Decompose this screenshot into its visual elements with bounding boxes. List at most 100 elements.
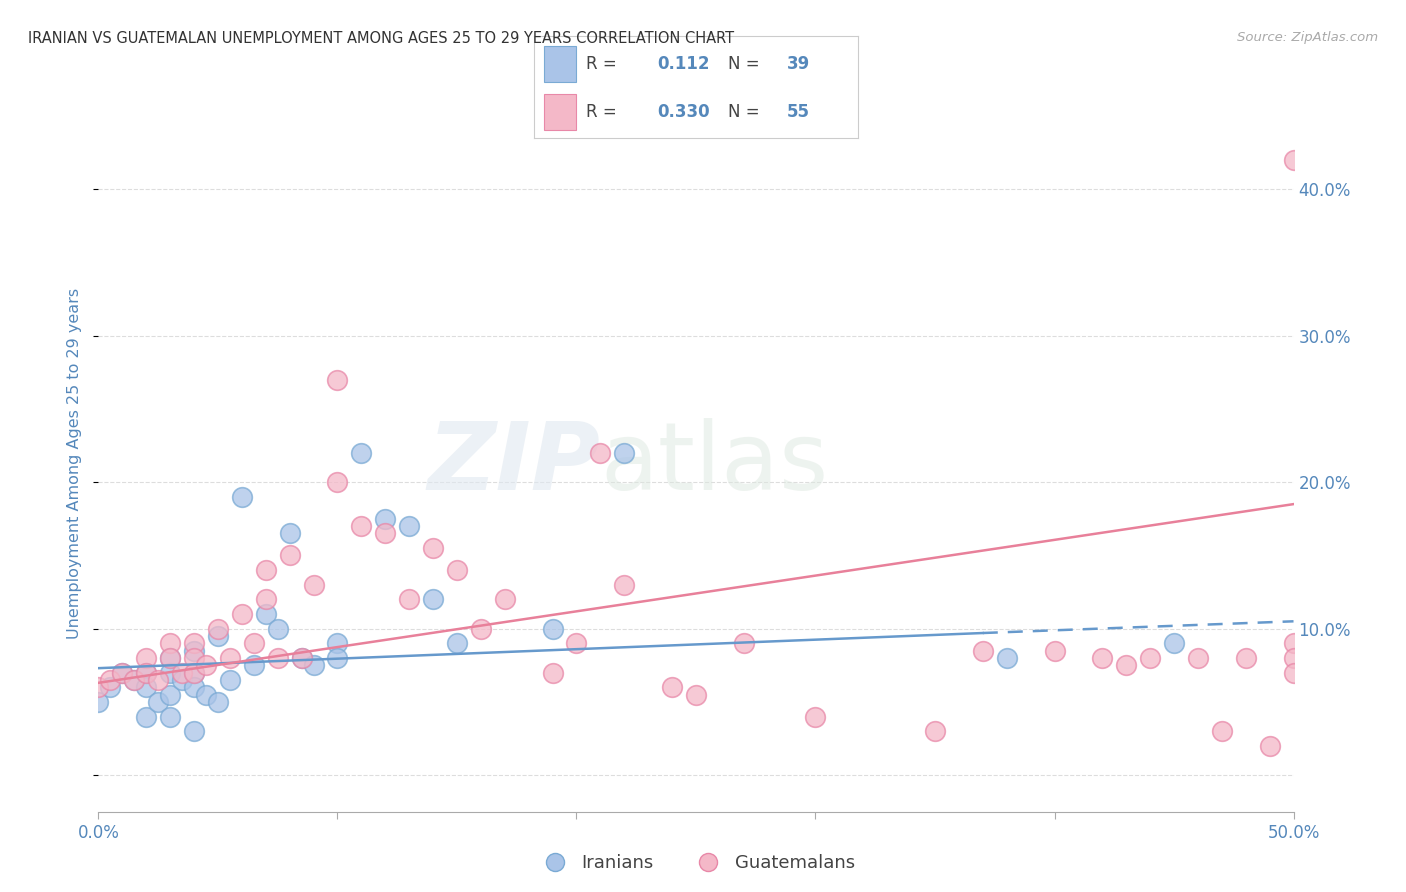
Point <box>194 688 218 702</box>
Point <box>87 680 110 694</box>
Point <box>613 577 636 591</box>
Point <box>422 541 444 555</box>
Text: N =: N = <box>728 55 765 73</box>
Point <box>1211 724 1233 739</box>
Point <box>207 629 229 643</box>
Text: N =: N = <box>728 103 765 121</box>
Y-axis label: Unemployment Among Ages 25 to 29 years: Unemployment Among Ages 25 to 29 years <box>67 288 83 640</box>
Text: Source: ZipAtlas.com: Source: ZipAtlas.com <box>1237 31 1378 45</box>
Point <box>278 526 301 541</box>
Point <box>243 658 266 673</box>
Point <box>135 709 157 723</box>
Point <box>159 636 181 650</box>
Point <box>326 651 349 665</box>
Point <box>398 592 420 607</box>
Point <box>135 680 157 694</box>
Point <box>1115 658 1137 673</box>
Point <box>278 549 301 563</box>
Point <box>159 651 181 665</box>
Point <box>565 636 588 650</box>
Point <box>1043 643 1066 657</box>
Point <box>326 475 349 490</box>
Point <box>422 592 444 607</box>
Point <box>446 636 468 650</box>
Point <box>207 695 229 709</box>
Text: atlas: atlas <box>600 417 828 510</box>
Point <box>661 680 683 694</box>
Point <box>87 695 110 709</box>
Point <box>219 673 242 687</box>
Point <box>207 622 229 636</box>
Text: ZIP: ZIP <box>427 417 600 510</box>
Point <box>159 688 181 702</box>
Point <box>733 636 755 650</box>
Point <box>243 636 266 650</box>
Point <box>172 665 194 680</box>
Point <box>446 563 468 577</box>
Point <box>135 665 157 680</box>
Point <box>172 673 194 687</box>
Point <box>398 519 420 533</box>
Point <box>1163 636 1185 650</box>
Text: R =: R = <box>586 55 621 73</box>
Point <box>148 673 170 687</box>
FancyBboxPatch shape <box>544 46 576 82</box>
Point <box>98 680 122 694</box>
Point <box>1234 651 1257 665</box>
Point <box>589 446 612 460</box>
Point <box>135 665 157 680</box>
FancyBboxPatch shape <box>544 95 576 130</box>
Point <box>541 665 564 680</box>
Point <box>374 512 396 526</box>
Text: 39: 39 <box>786 55 810 73</box>
Point <box>291 651 314 665</box>
Point <box>291 651 314 665</box>
Point <box>135 651 157 665</box>
Point <box>111 665 134 680</box>
Point <box>194 658 218 673</box>
Point <box>494 592 516 607</box>
Point <box>254 563 277 577</box>
Point <box>254 592 277 607</box>
Point <box>159 651 181 665</box>
Point <box>326 373 349 387</box>
Point <box>219 651 242 665</box>
Point <box>183 643 205 657</box>
Point <box>350 446 373 460</box>
Point <box>302 577 325 591</box>
Point <box>231 607 253 621</box>
Point <box>1258 739 1281 753</box>
Point <box>374 526 396 541</box>
Point <box>159 665 181 680</box>
Point <box>972 643 994 657</box>
Point <box>254 607 277 621</box>
Point <box>1091 651 1114 665</box>
Point <box>1282 651 1305 665</box>
Point <box>995 651 1018 665</box>
Point <box>1139 651 1161 665</box>
Point <box>350 519 373 533</box>
Point <box>924 724 946 739</box>
Point <box>1282 153 1305 167</box>
Point <box>124 673 146 687</box>
Point <box>148 695 170 709</box>
Point <box>183 651 205 665</box>
Point <box>1187 651 1209 665</box>
Point <box>1282 636 1305 650</box>
Point <box>183 724 205 739</box>
Point <box>111 665 134 680</box>
Text: 0.112: 0.112 <box>657 55 710 73</box>
Text: 55: 55 <box>786 103 810 121</box>
Point <box>124 673 146 687</box>
Point <box>267 622 290 636</box>
Point <box>1282 665 1305 680</box>
Point <box>231 490 253 504</box>
Point <box>183 636 205 650</box>
Text: R =: R = <box>586 103 621 121</box>
Point <box>267 651 290 665</box>
Point <box>804 709 827 723</box>
Point <box>541 622 564 636</box>
Point <box>183 665 205 680</box>
Point <box>183 665 205 680</box>
Text: IRANIAN VS GUATEMALAN UNEMPLOYMENT AMONG AGES 25 TO 29 YEARS CORRELATION CHART: IRANIAN VS GUATEMALAN UNEMPLOYMENT AMONG… <box>28 31 734 46</box>
